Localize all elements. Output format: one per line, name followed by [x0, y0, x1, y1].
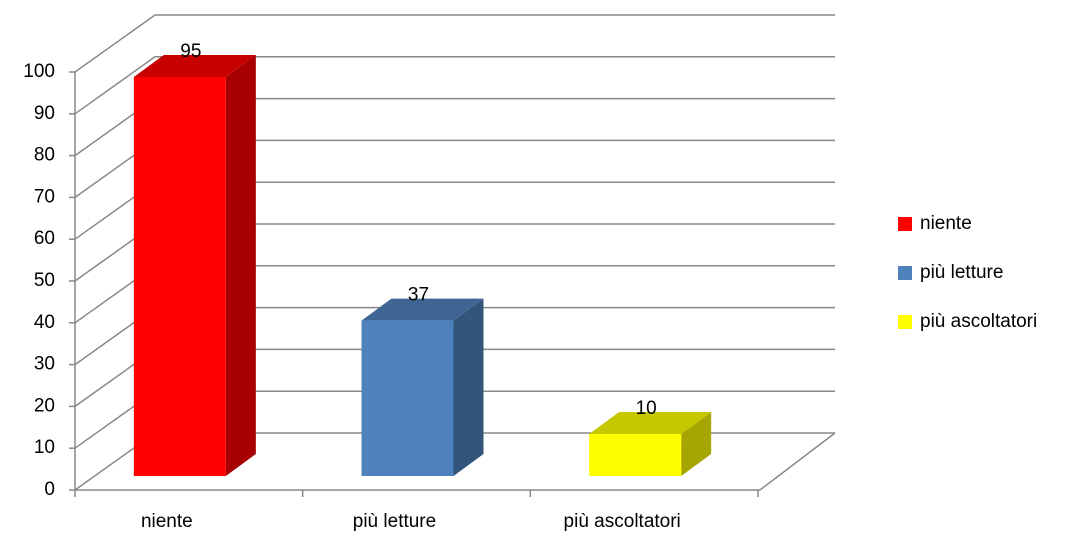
- grid-line: [74, 56, 835, 115]
- legend-swatch: [898, 217, 912, 231]
- legend-label: più letture: [920, 262, 1003, 283]
- bar-top: [361, 298, 484, 321]
- bar-side: [453, 298, 484, 476]
- y-tick-label: 50: [34, 270, 55, 291]
- y-tick-label: 70: [34, 186, 55, 207]
- bar-top: [133, 55, 256, 77]
- x-tick-label: niente: [141, 511, 193, 532]
- floor-edge: [759, 432, 836, 491]
- data-label: 10: [636, 398, 657, 419]
- data-label: 95: [180, 41, 201, 62]
- y-tick-label: 90: [34, 103, 55, 124]
- y-tick-label: 80: [34, 145, 55, 166]
- y-tick-label: 20: [34, 395, 55, 416]
- bar: [133, 77, 226, 476]
- y-tick-label: 10: [34, 437, 55, 458]
- y-tick-label: 40: [34, 312, 55, 333]
- bar: [589, 434, 682, 476]
- y-tick-label: 30: [34, 354, 55, 375]
- x-tick-label: più letture: [353, 511, 436, 532]
- x-tick-label: più ascoltatori: [564, 511, 681, 532]
- bar-top: [589, 412, 712, 434]
- bar-side: [681, 412, 712, 476]
- y-tick-label: 100: [23, 61, 55, 82]
- data-label: 37: [408, 285, 429, 306]
- legend-swatch: [898, 315, 912, 329]
- legend-label: niente: [920, 213, 972, 234]
- y-tick-label: 60: [34, 228, 55, 249]
- y-tick-label: 0: [44, 479, 55, 500]
- legend-swatch: [898, 266, 912, 280]
- bar: [361, 320, 454, 476]
- legend-label: più ascoltatori: [920, 311, 1037, 332]
- grid-line: [74, 14, 835, 73]
- bar-side: [225, 55, 256, 476]
